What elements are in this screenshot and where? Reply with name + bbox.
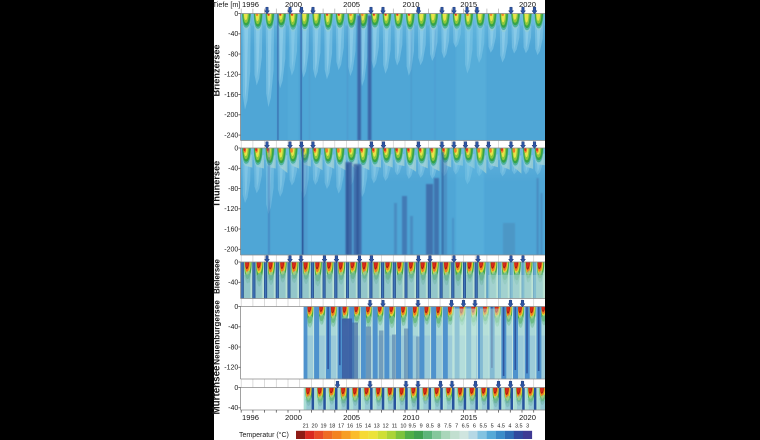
svg-text:Murtensee: Murtensee	[212, 365, 223, 415]
svg-text:9: 9	[420, 424, 423, 430]
svg-text:7.5: 7.5	[444, 424, 452, 430]
svg-text:Temperatur (°C): Temperatur (°C)	[239, 431, 289, 439]
svg-text:-80: -80	[228, 344, 238, 351]
svg-text:6.5: 6.5	[462, 424, 470, 430]
svg-text:4.5: 4.5	[497, 424, 505, 430]
svg-text:0: 0	[234, 304, 238, 311]
svg-text:-40: -40	[228, 280, 238, 287]
svg-text:14: 14	[365, 424, 371, 430]
svg-text:2000: 2000	[285, 0, 302, 9]
svg-text:-120: -120	[224, 365, 238, 372]
svg-text:1996: 1996	[242, 0, 259, 9]
svg-text:2020: 2020	[519, 413, 536, 422]
svg-text:1996: 1996	[242, 413, 259, 422]
svg-text:-40: -40	[228, 31, 238, 38]
svg-text:9.5: 9.5	[408, 424, 416, 430]
svg-text:4: 4	[508, 424, 511, 430]
svg-text:-200: -200	[224, 112, 238, 119]
svg-text:3.5: 3.5	[515, 424, 523, 430]
svg-text:Thunersee: Thunersee	[212, 161, 222, 207]
svg-text:12: 12	[383, 424, 389, 430]
svg-text:2000: 2000	[285, 413, 302, 422]
svg-text:0: 0	[234, 259, 238, 266]
svg-text:5: 5	[491, 424, 494, 430]
svg-text:Brienzersee: Brienzersee	[212, 44, 222, 96]
svg-text:2015: 2015	[460, 0, 477, 9]
svg-text:8.5: 8.5	[426, 424, 434, 430]
svg-text:13: 13	[374, 424, 380, 430]
svg-text:5.5: 5.5	[479, 424, 487, 430]
svg-text:20: 20	[312, 424, 318, 430]
svg-text:2010: 2010	[403, 0, 420, 9]
svg-text:-120: -120	[224, 72, 238, 79]
svg-text:2015: 2015	[460, 413, 477, 422]
svg-text:-200: -200	[224, 247, 238, 254]
svg-text:0: 0	[234, 145, 238, 152]
svg-text:-120: -120	[224, 206, 238, 213]
svg-text:3: 3	[526, 424, 529, 430]
svg-text:-160: -160	[224, 92, 238, 99]
svg-text:0: 0	[234, 11, 238, 18]
svg-text:0: 0	[234, 385, 238, 392]
svg-text:7: 7	[455, 424, 458, 430]
svg-text:8: 8	[437, 424, 440, 430]
svg-text:21: 21	[303, 424, 309, 430]
svg-text:-40: -40	[228, 405, 238, 412]
svg-text:-80: -80	[228, 186, 238, 193]
svg-text:2005: 2005	[343, 0, 360, 9]
svg-text:-40: -40	[228, 324, 238, 331]
svg-text:15: 15	[356, 424, 362, 430]
svg-text:-240: -240	[224, 133, 238, 140]
svg-text:16: 16	[347, 424, 353, 430]
svg-text:6: 6	[473, 424, 476, 430]
svg-text:Bielersee: Bielersee	[213, 259, 222, 294]
svg-text:19: 19	[320, 424, 326, 430]
svg-text:2005: 2005	[343, 413, 360, 422]
svg-text:Neuenburgersee: Neuenburgersee	[213, 300, 222, 365]
svg-text:-160: -160	[224, 226, 238, 233]
svg-text:17: 17	[338, 424, 344, 430]
svg-text:-80: -80	[228, 51, 238, 58]
svg-text:2010: 2010	[403, 413, 420, 422]
svg-text:11: 11	[392, 424, 398, 430]
svg-text:18: 18	[329, 424, 335, 430]
svg-text:2020: 2020	[519, 0, 536, 9]
svg-text:Tiefe [m]: Tiefe [m]	[213, 0, 241, 9]
svg-text:10: 10	[400, 424, 406, 430]
svg-text:-40: -40	[228, 166, 238, 173]
